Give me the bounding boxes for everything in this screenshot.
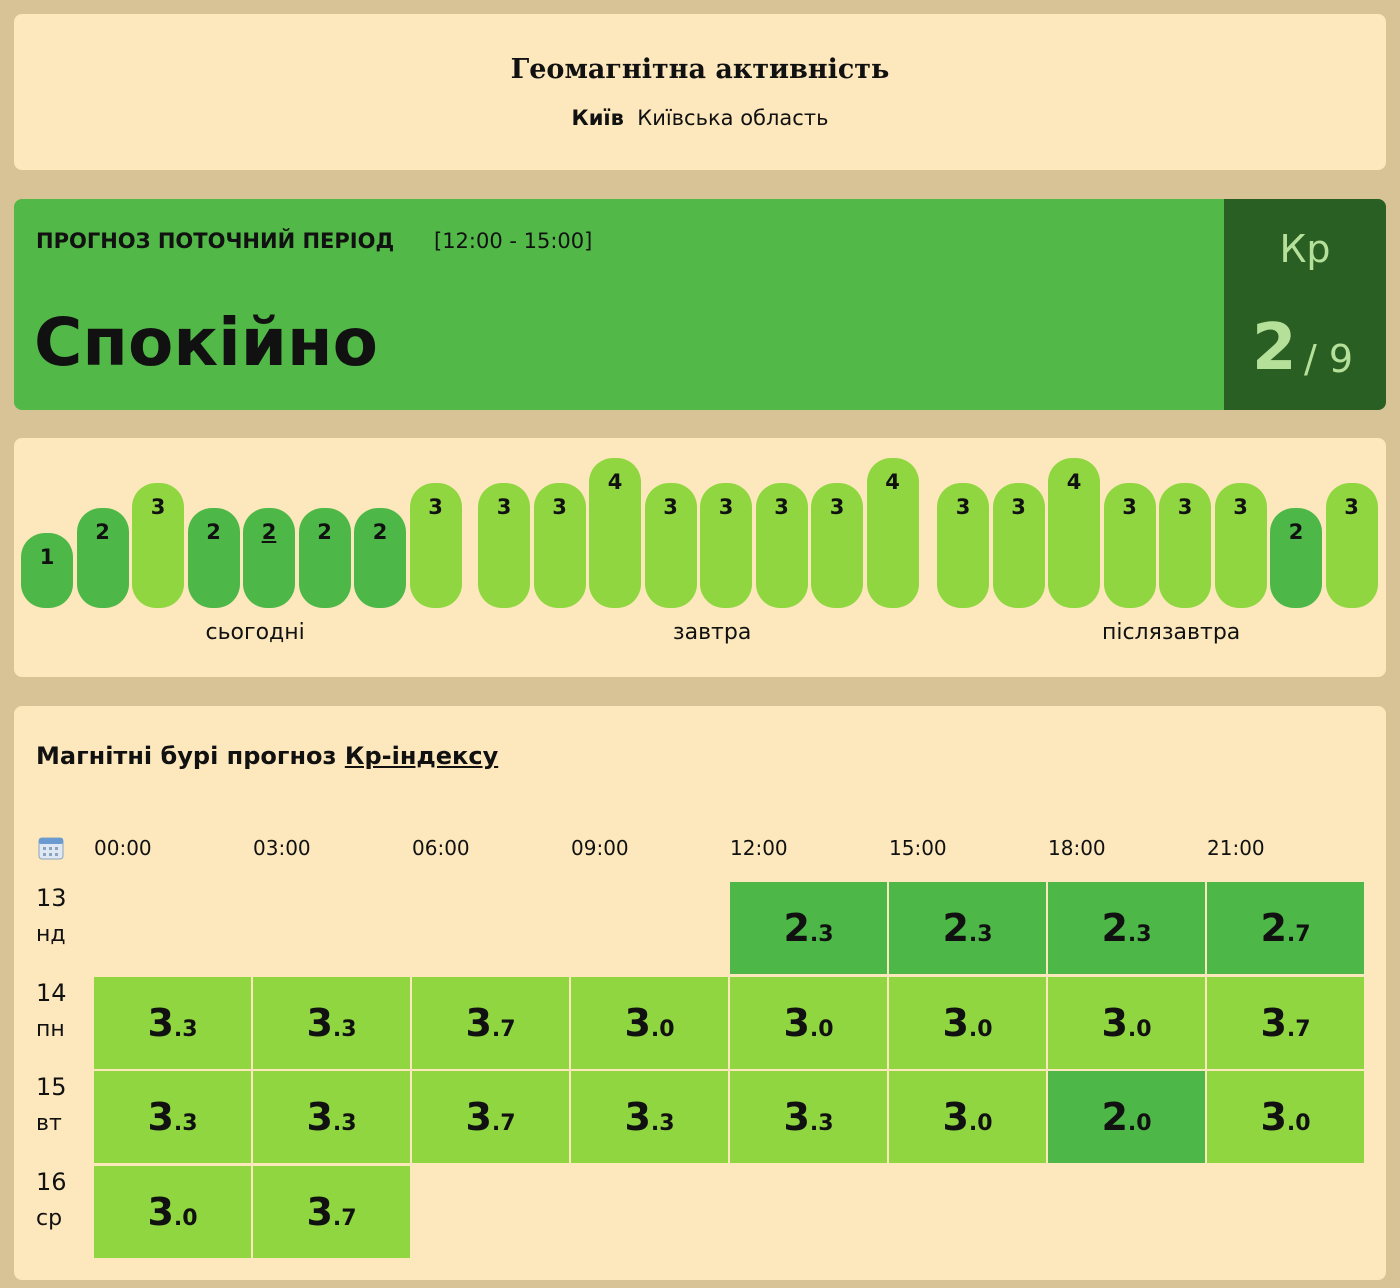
kp-bar: 3 <box>1159 483 1211 608</box>
current-card: ПРОГНОЗ ПОТОЧНИЙ ПЕРІОД [12:00 - 15:00] … <box>14 199 1386 410</box>
day-number: 16 <box>36 1167 67 1196</box>
kp-cell: 3.7 <box>1207 976 1364 1069</box>
weekday: нд <box>36 922 66 947</box>
kp-bar: 3 <box>1325 483 1378 608</box>
weekday: пн <box>36 1016 65 1042</box>
kp-bar: 3 <box>1214 483 1267 608</box>
kp-cell: 2.0 <box>1048 1071 1205 1163</box>
kp-bar: 3 <box>409 483 462 608</box>
current-period: [12:00 - 15:00] <box>434 229 593 253</box>
kp-bar: 2 <box>1270 508 1322 608</box>
group-label: сьогодні <box>205 620 305 645</box>
kp-bar: 1 <box>21 533 73 608</box>
kp-max: / 9 <box>1304 337 1354 381</box>
kp-cell: 3.0 <box>94 1165 251 1258</box>
table-card: Магнітні бурі прогноз Кр-індексу 00:00 03… <box>14 706 1386 1280</box>
group-label: завтра <box>672 620 752 645</box>
kp-cell: 3.7 <box>253 1165 410 1258</box>
time-label: 06:00 <box>412 836 470 860</box>
kp-value: 2 <box>1252 311 1297 385</box>
time-label: 18:00 <box>1048 836 1106 860</box>
title: Геомагнітна активність <box>510 54 890 85</box>
day-number: 14 <box>36 978 67 1007</box>
time-label: 00:00 <box>94 836 152 860</box>
kp-bar: 3 <box>811 483 863 608</box>
weekday: вт <box>36 1111 62 1136</box>
city: Київ <box>571 106 624 130</box>
calendar-icon <box>38 837 64 860</box>
kp-cell: 3.0 <box>889 1071 1046 1163</box>
kp-bar: 4 <box>866 458 919 608</box>
table-title: Магнітні бурі прогноз <box>36 742 337 770</box>
kp-bar: 2 <box>243 508 295 608</box>
kp-cell: 2.3 <box>889 882 1046 974</box>
day-number: 15 <box>36 1073 67 1101</box>
kp-cell: 3.3 <box>94 1071 251 1163</box>
time-label: 09:00 <box>571 836 629 860</box>
kp-cell: 3.3 <box>571 1071 728 1163</box>
kp-cell: 2.3 <box>730 882 887 974</box>
status: Спокійно <box>34 304 378 381</box>
kp-bar: 3 <box>478 483 530 608</box>
kp-bar: 3 <box>1103 483 1156 608</box>
kp-cell: 3.0 <box>571 976 728 1069</box>
kp-bar: 3 <box>755 483 808 608</box>
kp-bar: 2 <box>298 508 351 608</box>
kp-bar: 3 <box>700 483 752 608</box>
kp-cell: 3.0 <box>1207 1071 1364 1163</box>
kp-panel: Кр 2 / 9 <box>1224 199 1386 410</box>
kp-cell: 3.0 <box>730 976 887 1069</box>
kp-bar: 4 <box>1048 458 1100 608</box>
kp-cell: 2.3 <box>1048 882 1205 974</box>
index-name: Кр <box>1279 227 1331 271</box>
time-label: 03:00 <box>253 836 311 860</box>
kp-bar: 3 <box>644 483 697 608</box>
time-label: 21:00 <box>1207 836 1265 860</box>
kp-cell: 3.3 <box>253 1071 410 1163</box>
region: Київська область <box>637 106 829 130</box>
kp-bar: 3 <box>992 483 1045 608</box>
kp-bar: 4 <box>589 458 641 608</box>
kp-bar: 2 <box>354 508 406 608</box>
day-number: 13 <box>36 884 67 912</box>
weekday: ср <box>36 1205 63 1231</box>
forecast-card: 1 2 3 2 2 2 2 3 сьогодні 3 3 4 3 3 3 3 4 завтра 3 3 4 3 3 3 2 3 пі… <box>14 438 1386 677</box>
kp-cell: 3.3 <box>253 976 410 1069</box>
kp-bar: 3 <box>132 483 184 608</box>
group-label: післязавтра <box>1101 620 1241 645</box>
kp-bar: 3 <box>533 483 586 608</box>
kp-bar: 3 <box>937 483 989 608</box>
time-label: 15:00 <box>889 836 947 860</box>
kp-cell: 3.7 <box>412 1071 569 1163</box>
kp-bar: 2 <box>76 508 129 608</box>
current-label: ПРОГНОЗ ПОТОЧНИЙ ПЕРІОД <box>36 229 395 253</box>
time-label: 12:00 <box>730 836 788 860</box>
kp-cell: 3.3 <box>94 976 251 1069</box>
header-card: Геомагнітна активність Київ Київська обл… <box>14 14 1386 170</box>
kp-cell: 3.3 <box>730 1071 887 1163</box>
kp-cell: 3.7 <box>412 976 569 1069</box>
kp-cell: 3.0 <box>889 976 1046 1069</box>
kp-cell: 2.7 <box>1207 882 1364 974</box>
index-link[interactable]: Кр-індексу <box>344 742 499 770</box>
kp-cell: 3.0 <box>1048 976 1205 1069</box>
kp-bar: 2 <box>187 508 240 608</box>
